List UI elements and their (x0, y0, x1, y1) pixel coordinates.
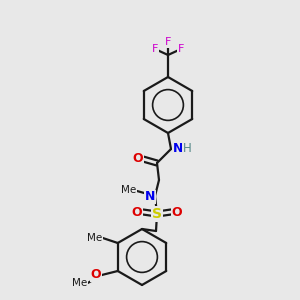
Text: H: H (183, 142, 191, 154)
Text: F: F (152, 44, 158, 54)
Text: N: N (173, 142, 183, 154)
Text: O: O (172, 206, 182, 218)
Text: O: O (132, 206, 142, 218)
Text: O: O (90, 268, 101, 281)
Text: S: S (152, 207, 162, 221)
Text: Me: Me (87, 233, 102, 243)
Text: Me: Me (122, 185, 136, 195)
Text: N: N (145, 190, 155, 203)
Text: Me: Me (72, 278, 87, 288)
Text: O: O (133, 152, 143, 166)
Text: F: F (165, 37, 171, 47)
Text: F: F (178, 44, 184, 54)
